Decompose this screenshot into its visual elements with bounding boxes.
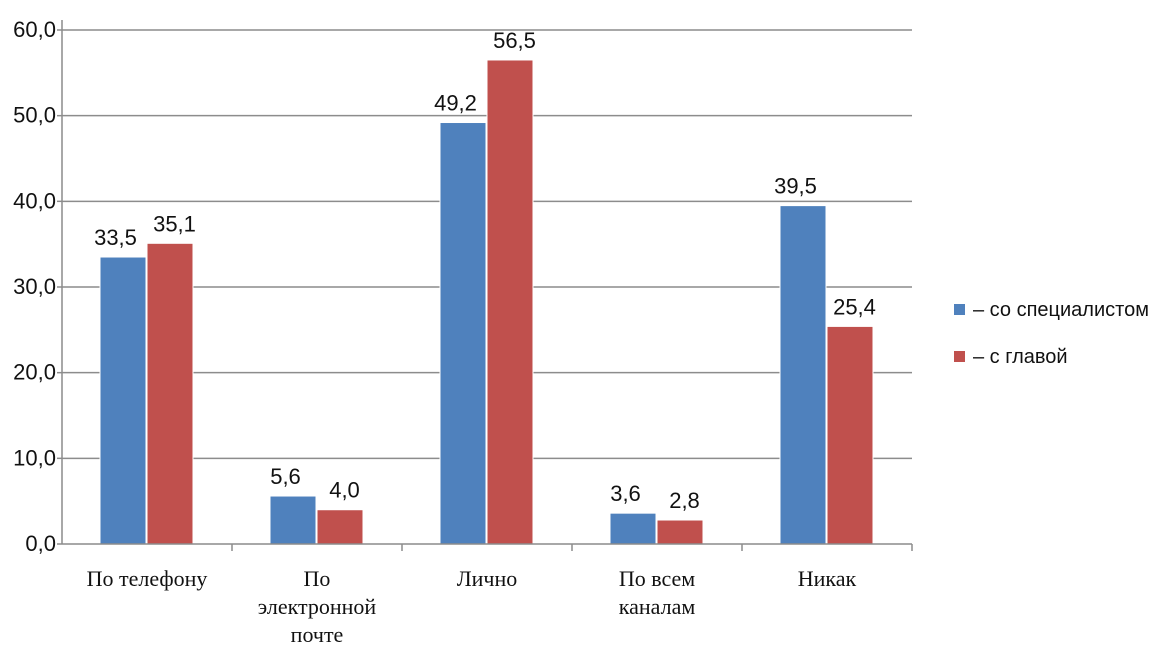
x-axis: По телефону По электронной почте Лично По все… <box>62 543 913 647</box>
bar <box>146 242 194 545</box>
data-label: 2,8 <box>669 488 700 513</box>
category-label-line: По всем <box>619 566 695 591</box>
category-label-line: По телефону <box>87 566 208 591</box>
bar <box>316 509 364 545</box>
data-label: 25,4 <box>833 294 876 319</box>
category-label-line: почте <box>291 622 344 647</box>
data-label: 4,0 <box>329 478 360 503</box>
data-label: 3,6 <box>610 481 641 506</box>
data-label: 5,6 <box>270 464 301 489</box>
bar <box>826 325 874 545</box>
category-label: Никак <box>798 566 857 591</box>
category-label: По всем каналам <box>619 566 696 619</box>
data-label: 39,5 <box>774 174 817 199</box>
y-tick-label: 0,0 <box>25 531 56 556</box>
y-tick-label: 20,0 <box>13 360 56 385</box>
category-label: По электронной почте <box>258 566 377 647</box>
y-tick-label: 50,0 <box>13 103 56 128</box>
bar <box>439 122 487 545</box>
bar <box>656 519 704 545</box>
category-label-line: Никак <box>798 566 857 591</box>
bar <box>609 512 657 545</box>
data-labels: 33,5 35,1 5,6 4,0 49,2 56,5 3,6 2,8 39,5 25,4 <box>94 28 876 513</box>
data-label: 49,2 <box>434 91 477 116</box>
y-axis: 0,0 10,0 20,0 30,0 40,0 50,0 60,0 <box>13 17 63 556</box>
y-tick-label: 10,0 <box>13 445 56 470</box>
bars <box>99 59 874 545</box>
bar <box>486 59 534 545</box>
category-label: Лично <box>457 566 518 591</box>
category-label-line: Лично <box>457 566 518 591</box>
bar <box>269 495 317 545</box>
y-tick-label: 30,0 <box>13 274 56 299</box>
y-tick-label: 60,0 <box>13 17 56 42</box>
category-label: По телефону <box>87 566 208 591</box>
category-label-line: каналам <box>619 594 696 619</box>
legend-label: – с главой <box>973 346 1068 368</box>
y-tick-label: 40,0 <box>13 188 56 213</box>
bar <box>99 256 147 545</box>
legend-swatch <box>954 351 965 362</box>
legend: – со специалистом – с главой <box>954 299 1149 368</box>
data-label: 33,5 <box>94 225 137 250</box>
category-label-line: электронной <box>258 594 377 619</box>
bar <box>779 205 827 545</box>
data-label: 56,5 <box>493 28 536 53</box>
legend-swatch <box>954 304 965 315</box>
data-label: 35,1 <box>153 211 196 236</box>
category-label-line: По <box>304 566 331 591</box>
legend-label: – со специалистом <box>973 299 1149 321</box>
